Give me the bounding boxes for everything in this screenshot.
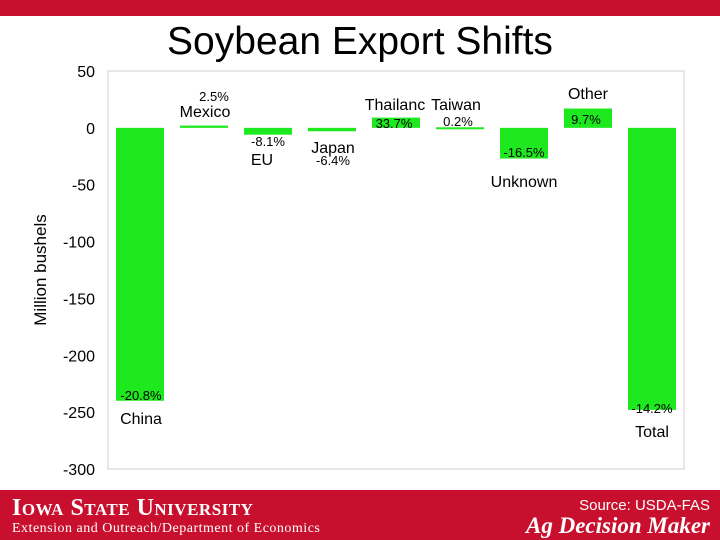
y-tick-label: -50 (72, 178, 95, 195)
data-label: 33.7% (376, 116, 413, 131)
bar-mexico (180, 125, 228, 128)
bar-taiwan (436, 127, 484, 130)
data-label: 2.5% (199, 89, 229, 104)
category-label: Other (568, 86, 609, 103)
y-tick-label: -300 (63, 462, 95, 479)
data-label: 0.2% (443, 114, 473, 129)
y-tick-label: -200 (63, 348, 95, 365)
ag-decision-maker-logo: Ag Decision Maker (526, 513, 710, 538)
category-label: Total (635, 424, 669, 441)
category-label: Unknown (491, 174, 558, 191)
category-label: EU (251, 152, 273, 169)
data-label: -14.2% (631, 401, 673, 416)
bar-thailand (372, 117, 420, 128)
y-axis-label: Million bushels (31, 214, 50, 326)
chart-plot: 50 0 -50 -100 -150 -200 -250 -300 China Mexico EU… (31, 64, 685, 479)
source-text: Source: USDA-FAS (579, 497, 710, 514)
data-label: -6.4% (316, 153, 350, 168)
top-accent-bar (0, 0, 720, 16)
category-label: Japan (311, 140, 355, 157)
category-label: Taiwan (431, 97, 481, 114)
data-label: -16.5% (503, 145, 545, 160)
bar-china (116, 127, 164, 401)
y-tick-label: 0 (86, 121, 95, 138)
category-label: China (120, 411, 162, 428)
department-text: Extension and Outreach/Department of Eco… (12, 521, 321, 536)
footer-bar (0, 490, 720, 540)
bar-eu (244, 127, 292, 135)
plot-area-border (107, 70, 685, 470)
data-label: -8.1% (251, 134, 285, 149)
bar-unknown (500, 127, 548, 159)
y-tick-label: -250 (63, 405, 95, 422)
y-tick-label: 50 (77, 64, 95, 81)
university-logo-text: Iowa State University (12, 495, 254, 521)
data-label: -20.8% (120, 388, 162, 403)
data-label: 9.7% (571, 112, 601, 127)
chart-title: Soybean Export Shifts (167, 20, 553, 63)
y-tick-label: -100 (63, 235, 95, 252)
bar-japan (308, 127, 356, 132)
y-tick-label: -150 (63, 291, 95, 308)
bar-other (564, 108, 612, 128)
category-label: Thailanc (365, 97, 425, 114)
bar-total (628, 127, 676, 410)
category-label: Mexico (180, 104, 231, 121)
